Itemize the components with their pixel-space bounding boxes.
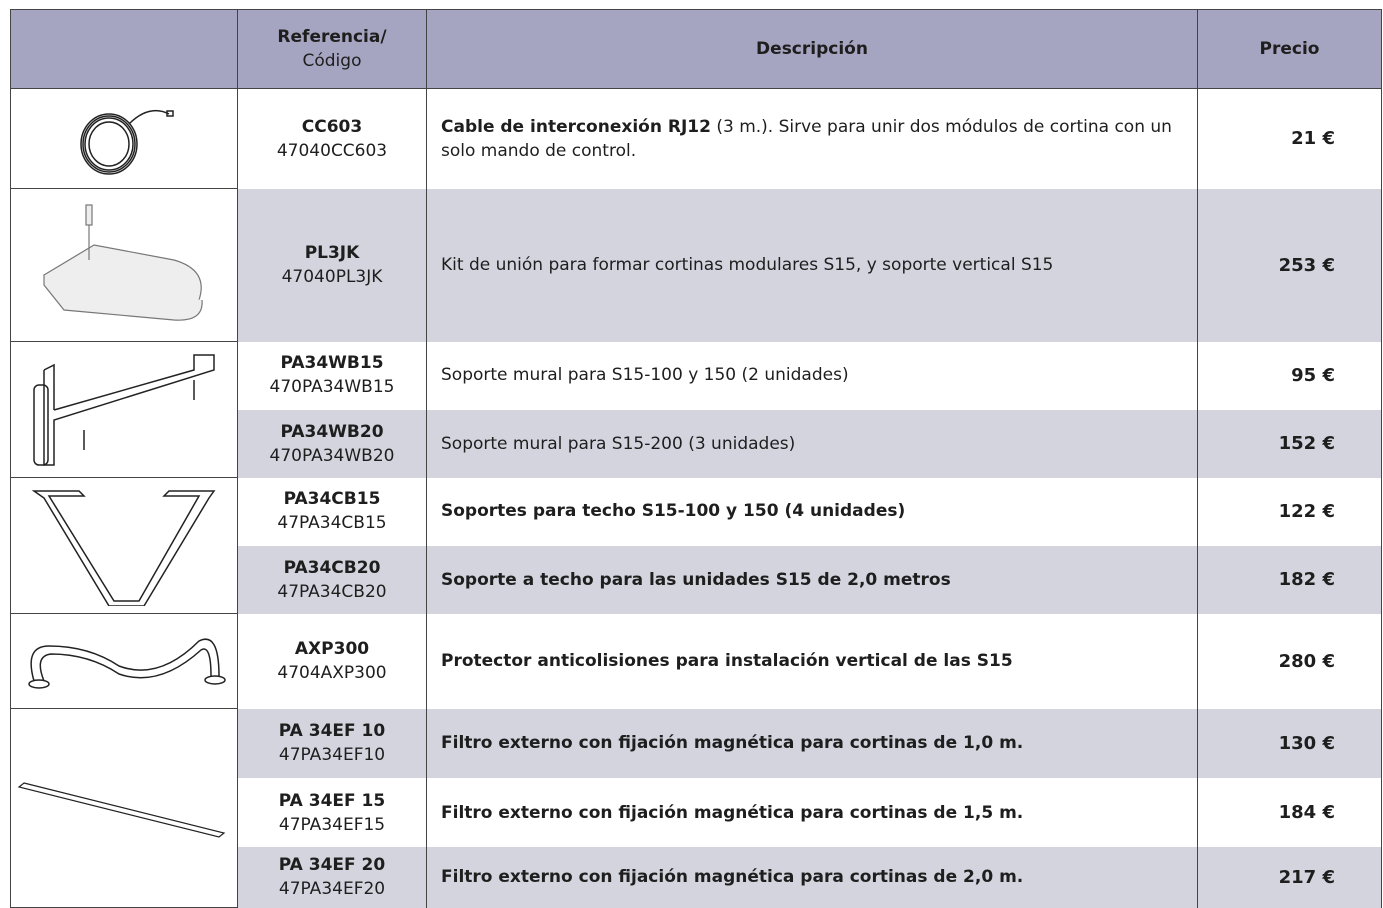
table-row: PA 34EF 10 47PA34EF10 Filtro externo con f… [10,708,1382,908]
price-cell: 130 € [1197,708,1382,779]
product-drawing [31,489,216,606]
description-text: Cable de interconexión RJ12 [441,116,711,137]
description-text: Protector anticolisiones para instalació… [441,651,1013,671]
price-cell: 21 € [1197,88,1382,189]
product-reference: 47040CC603 [276,140,388,161]
product-reference: 47040PL3JK [281,267,383,287]
price-cell: 184 € [1197,778,1382,847]
product-code: PA34CB20 [283,557,381,578]
description-cell: Cable de interconexión RJ12 (3 m.). Sirv… [426,88,1198,189]
product-code: PA34WB15 [280,353,384,374]
price-cell: 253 € [1197,188,1382,342]
product-code: CC603 [301,116,363,137]
header-row: Referencia/Código Descripción Precio [10,9,1382,89]
table-row: PA34CB20 47PA34CB20 Soporte a techo para l… [11,545,1382,614]
reference-cell: PA34WB20 470PA34WB20 [237,409,427,478]
description-cell: Filtro externo con fijación magnética pa… [426,846,1198,908]
price-cell: 182 € [1197,545,1382,614]
price-cell: 95 € [1197,341,1382,410]
reference-cell: CC603 47040CC603 [237,88,427,189]
table-row: PL3JK 47040PL3JK Kit de unión para formar … [10,188,1382,342]
header-ref-title: Referencia/ [277,27,387,47]
table-row: PA 34EF 20 47PA34EF20 Filtro externo con f… [11,846,1382,908]
product-image [10,477,238,614]
reference-cell: PA 34EF 15 47PA34EF15 [237,778,427,847]
table-body: CC603 47040CC603 Cable de interconexión RJ… [10,88,1382,908]
price-cell: 217 € [1197,846,1382,908]
product-code: AXP300 [294,639,370,659]
header-ref-subtitle: Código [302,51,362,71]
description-cell: Filtro externo con fijación magnética pa… [426,778,1198,847]
product-code: PA34WB20 [280,421,384,442]
description-text: Soporte mural para S15-100 y 150 (2 unid… [441,365,849,386]
product-drawing [43,204,203,321]
product-reference: 47PA34EF10 [278,745,386,766]
product-image [10,188,238,342]
reference-cell: PA 34EF 20 47PA34EF20 [237,846,427,908]
header-image [10,9,238,89]
product-reference: 47PA34EF20 [278,879,386,900]
description-cell: Protector anticolisiones para instalació… [426,613,1198,709]
product-image [10,708,238,908]
header-description: Descripción [426,9,1198,89]
description-cell: Soporte mural para S15-100 y 150 (2 unid… [426,341,1198,410]
reference-cell: PA34WB15 470PA34WB15 [237,341,427,410]
reference-cell: PA34CB20 47PA34CB20 [237,545,427,614]
table-row: PA34WB15 470PA34WB15 Soporte mural para S1… [10,341,1382,478]
table-row: AXP300 4704AXP300 Protector anticolisiones… [10,613,1382,709]
table-row: CC603 47040CC603 Cable de interconexión RJ… [10,88,1382,189]
description-text: Soporte a techo para las unidades S15 de… [441,569,951,590]
product-reference: 470PA34WB20 [269,445,395,466]
header-price: Precio [1197,9,1382,89]
product-reference: 470PA34WB15 [269,377,395,398]
description-text: Filtro externo con fijación magnética pa… [441,733,1024,754]
description-text: Soportes para techo S15-100 y 150 (4 uni… [441,501,906,522]
reference-cell: PA 34EF 10 47PA34EF10 [237,708,427,779]
description-cell: Filtro externo con fijación magnética pa… [426,708,1198,779]
description-cell: Soportes para techo S15-100 y 150 (4 uni… [426,477,1198,546]
product-image [10,88,238,189]
product-drawing [28,638,226,689]
product-image [10,341,238,478]
table-row: PA 34EF 15 47PA34EF15 Filtro externo con f… [11,778,1382,847]
description-text: Soporte mural para S15-200 (3 unidades) [441,433,796,454]
reference-cell: AXP300 4704AXP300 [237,613,427,709]
price-cell: 152 € [1197,409,1382,478]
price-cell: 280 € [1197,613,1382,709]
description-text: Filtro externo con fijación magnética pa… [441,867,1024,888]
product-drawing [17,782,226,838]
description-cell: Soporte a techo para las unidades S15 de… [426,545,1198,614]
product-reference: 47PA34EF15 [278,814,386,835]
product-reference: 47PA34CB20 [277,581,387,602]
reference-cell: PL3JK 47040PL3JK [237,188,427,342]
reference-cell: PA34CB15 47PA34CB15 [237,477,427,546]
header-reference: Referencia/Código [237,9,427,89]
product-code: PL3JK [304,243,360,263]
table-row: PA34CB15 47PA34CB15 Soportes para techo S1… [10,477,1382,614]
description-cell: Soporte mural para S15-200 (3 unidades) [426,409,1198,478]
product-code: PA 34EF 10 [278,721,386,742]
product-drawing [80,109,174,175]
price-table: Referencia/Código Descripción Precio CC6… [10,9,1382,908]
description-text: Kit de unión para formar cortinas modula… [441,255,1054,275]
table-row: PA34WB20 470PA34WB20 Soporte mural para S1… [11,409,1382,478]
price-cell: 122 € [1197,477,1382,546]
product-drawing [33,353,215,466]
product-reference: 4704AXP300 [277,663,387,683]
description-text: Filtro externo con fijación magnética pa… [441,802,1024,823]
product-reference: 47PA34CB15 [277,513,387,534]
description-text: (3 m.). Sirve para unir dos módulos de c… [441,116,1172,161]
product-code: PA34CB15 [283,489,381,510]
product-code: PA 34EF 20 [278,855,386,876]
product-image [10,613,238,709]
product-code: PA 34EF 15 [278,790,386,811]
description-cell: Kit de unión para formar cortinas modula… [426,188,1198,342]
